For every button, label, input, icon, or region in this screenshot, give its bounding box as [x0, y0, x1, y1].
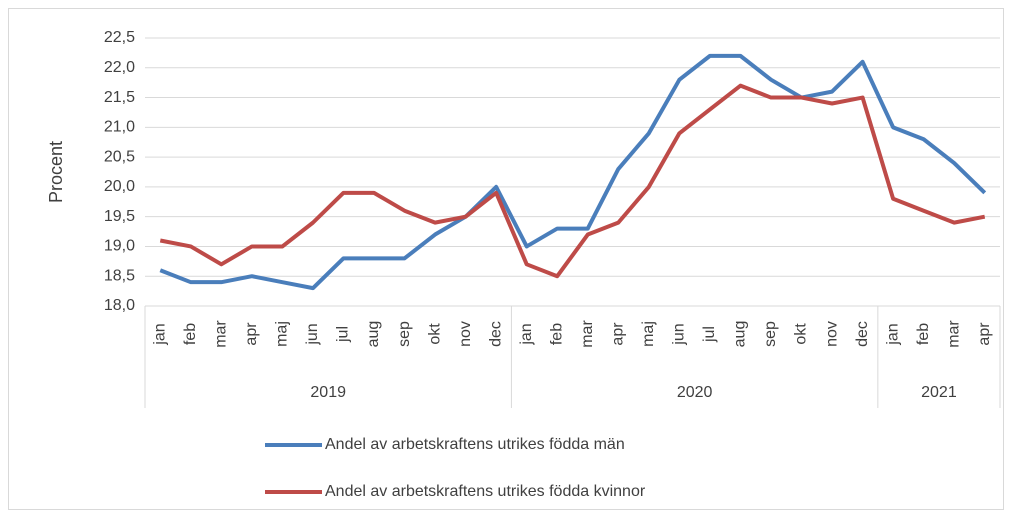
group-label: 2019 — [310, 384, 346, 401]
x-tick-label: mar — [579, 320, 596, 348]
y-tick-label: 18,0 — [104, 297, 135, 314]
x-tick-label: nov — [823, 321, 840, 347]
x-tick-label: jul — [335, 326, 352, 343]
x-tick-label: jun — [671, 323, 688, 345]
x-tick-label: dec — [487, 321, 504, 347]
y-tick-label: 20,5 — [104, 148, 135, 165]
x-tick-label: jan — [151, 323, 168, 345]
x-tick-label: apr — [610, 322, 627, 346]
x-tick-label: nov — [457, 321, 474, 347]
y-axis-title: Procent — [46, 141, 66, 203]
x-tick-label: okt — [426, 323, 443, 345]
x-tick-label: apr — [243, 322, 260, 346]
x-tick-label: apr — [976, 322, 993, 346]
x-tick-label: dec — [854, 321, 871, 347]
y-tick-label: 21,5 — [104, 89, 135, 106]
x-tick-label: sep — [396, 321, 413, 347]
y-tick-label: 21,0 — [104, 119, 135, 136]
x-tick-label: feb — [182, 323, 199, 345]
data-line — [159, 53, 987, 291]
group-label: 2020 — [677, 384, 713, 401]
y-tick-label: 22,0 — [104, 59, 135, 76]
x-tick-label: jul — [701, 326, 718, 343]
x-tick-label: okt — [793, 323, 810, 345]
y-tick-label: 19,5 — [104, 208, 135, 225]
legend-label: Andel av arbetskraftens utrikes födda kv… — [325, 483, 646, 500]
x-tick-label: feb — [915, 323, 932, 345]
x-tick-label: maj — [640, 321, 657, 347]
x-tick-label: jun — [304, 323, 321, 345]
data-line — [159, 83, 986, 279]
y-tick-label: 19,0 — [104, 238, 135, 255]
chart-border — [8, 8, 1004, 510]
x-tick-label: sep — [762, 321, 779, 347]
y-tick-label: 20,0 — [104, 178, 135, 195]
x-tick-label: mar — [945, 320, 962, 348]
x-tick-label: aug — [732, 321, 749, 348]
legend-label: Andel av arbetskraftens utrikes födda mä… — [325, 436, 625, 453]
y-tick-label: 22,5 — [104, 29, 135, 46]
x-tick-label: aug — [365, 321, 382, 348]
x-tick-label: jan — [518, 323, 535, 345]
x-tick-label: mar — [213, 320, 230, 348]
x-tick-label: maj — [274, 321, 291, 347]
y-tick-label: 18,5 — [104, 267, 135, 284]
group-label: 2021 — [921, 384, 957, 401]
x-tick-label: jan — [884, 323, 901, 345]
x-tick-label: feb — [548, 323, 565, 345]
